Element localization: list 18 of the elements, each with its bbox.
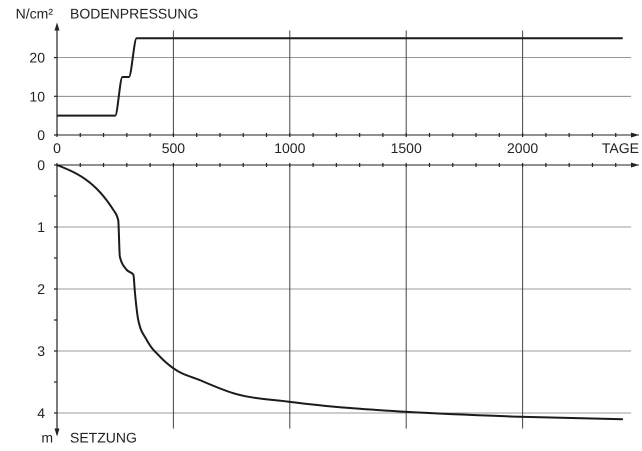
y-tick-label: 1 xyxy=(37,219,46,235)
x-tick-label: 0 xyxy=(53,140,62,156)
y-axis-title: m xyxy=(41,430,53,446)
y-axis-title: N/cm² xyxy=(16,6,54,22)
x-tick-label: 1500 xyxy=(390,140,422,156)
x-tick-label: 1000 xyxy=(274,140,306,156)
text: SETZUNG xyxy=(70,430,137,446)
chart-title: BODENPRESSUNG xyxy=(70,6,198,22)
x-tick-label: 500 xyxy=(162,140,186,156)
y-tick-label: 10 xyxy=(29,88,46,104)
y-tick-label: 20 xyxy=(29,50,46,66)
x-tick-label: 2000 xyxy=(507,140,538,156)
y-tick-label: 3 xyxy=(37,343,46,359)
y-tick-label: 0 xyxy=(37,127,46,143)
y-tick-label: 2 xyxy=(37,281,46,297)
y-tick-label: 4 xyxy=(37,405,46,421)
x-axis-title: TAGE xyxy=(602,140,639,156)
y-tick-label: 0 xyxy=(37,157,46,173)
